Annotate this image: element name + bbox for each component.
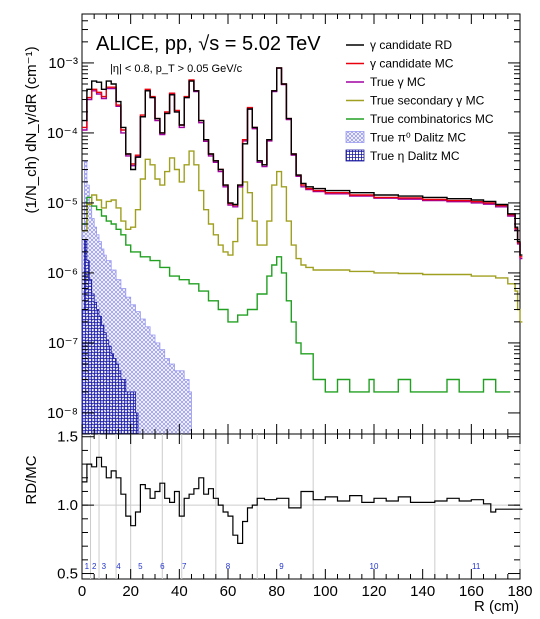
legend-label: True combinatorics MC [370,112,494,126]
x-axis-label: R (cm) [474,598,519,615]
spectrum-y-tick-label: 10⁻⁸ [47,405,78,422]
legend-entry: True secondary γ MC [346,94,485,108]
x-tick-label: 40 [171,583,188,600]
chart-subtitle: |η| < 0.8, p_T > 0.05 GeV/c [110,63,243,75]
region-label-5: 5 [138,562,143,571]
series-rd-mc-ratio [82,456,523,544]
legend-entry: True η Dalitz MC [345,149,460,163]
legend-label: True η Dalitz MC [370,149,460,163]
region-label-2: 2 [92,562,97,571]
spectrum-y-tick-label: 10⁻³ [48,55,78,72]
x-tick-label: 120 [361,583,386,600]
legend-entry: True π⁰ Dalitz MC [345,131,466,145]
legend-label: γ candidate RD [370,38,452,52]
series-true-secondary-mc [82,150,523,323]
spectrum-y-tick-label: 10⁻⁶ [47,265,78,282]
x-tick-label: 140 [410,583,435,600]
legend: γ candidate RD γ candidate MC True γ MC Tru… [345,38,494,163]
spectrum-y-tick-label: 10⁻⁴ [47,125,78,142]
spectrum-y-tick-label: 10⁻⁷ [48,335,78,352]
legend-entry: True γ MC [346,75,426,89]
series-true-dalitz-mc [81,239,139,435]
spectrum-y-axis-label: (1/N_ch) dN_γ/dR (cm⁻¹) [23,46,40,213]
region-label-7: 7 [182,562,187,571]
region-label-11: 11 [472,562,481,571]
legend-swatch [345,149,365,162]
legend-entry: γ candidate MC [346,57,454,71]
region-label-1: 1 [85,562,90,571]
region-label-3: 3 [102,562,107,571]
x-tick-label: 20 [122,583,139,600]
series-true-combinatorics-mc [82,196,511,393]
legend-entry: True combinatorics MC [346,112,494,126]
region-label-9: 9 [279,562,284,571]
region-label-8: 8 [226,562,231,571]
region-label-10: 10 [370,562,379,571]
legend-label: True γ MC [370,75,426,89]
legend-label: True secondary γ MC [370,94,485,108]
x-tick-label: 0 [78,583,86,600]
ratio-axes: 0 20 40 60 80 100 120 140 160 180 0.5 1.0 1.5 [57,429,532,600]
legend-entry: γ candidate RD [346,38,452,52]
spectrum-series-group [81,67,523,435]
legend-label: γ candidate MC [370,57,454,71]
legend-swatch [345,131,365,143]
region-label-4: 4 [116,562,121,571]
spectrum-axes: 10⁻⁸ 10⁻⁷ 10⁻⁶ 10⁻⁵ 10⁻⁴ 10⁻³ [47,14,521,434]
ratio-y-tick-label: 1.5 [57,429,78,446]
ratio-y-axis-label: RD/MC [23,455,40,504]
x-tick-label: 80 [268,583,285,600]
ratio-y-tick-label: 1.0 [57,497,78,514]
x-tick-label: 160 [459,583,484,600]
x-tick-label: 180 [507,583,532,600]
spectrum-panel: 10⁻⁸ 10⁻⁷ 10⁻⁶ 10⁻⁵ 10⁻⁴ 10⁻³ ALICE, pp, √s =… [23,13,523,435]
series--candidate-rd [82,67,523,256]
x-tick-label: 100 [313,583,338,600]
chart-title: ALICE, pp, √s = 5.02 TeV [96,33,321,55]
region-labels: 1 2 3 4 5 6 7 8 9 10 11 [85,562,481,571]
legend-label: True π⁰ Dalitz MC [370,131,466,145]
ratio-y-tick-label: 0.5 [57,566,78,583]
spectrum-y-tick-label: 10⁻⁵ [47,195,78,212]
region-label-6: 6 [160,562,165,571]
ratio-series-group [82,456,523,544]
x-tick-label: 60 [220,583,237,600]
